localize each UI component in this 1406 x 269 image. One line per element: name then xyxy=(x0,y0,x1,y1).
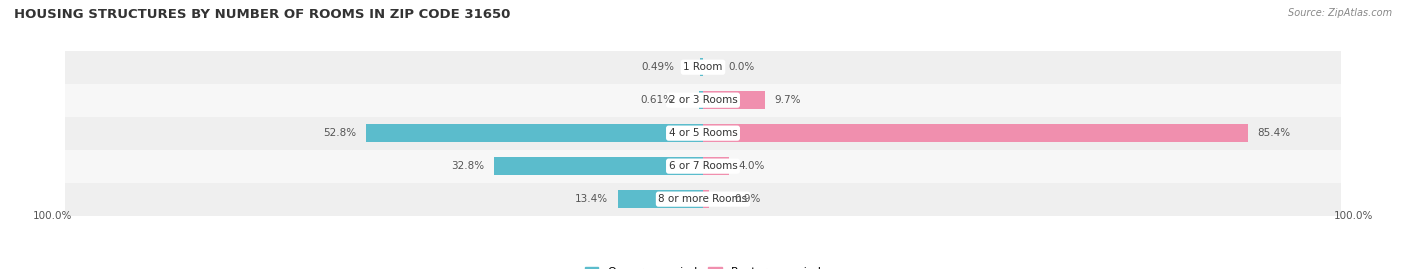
Text: 0.61%: 0.61% xyxy=(641,95,673,105)
Text: 8 or more Rooms: 8 or more Rooms xyxy=(658,194,748,204)
Text: 100.0%: 100.0% xyxy=(34,211,73,221)
Text: 0.49%: 0.49% xyxy=(641,62,675,72)
Text: 32.8%: 32.8% xyxy=(451,161,484,171)
Bar xyxy=(699,91,703,109)
Bar xyxy=(494,157,703,175)
Text: Source: ZipAtlas.com: Source: ZipAtlas.com xyxy=(1288,8,1392,18)
Text: 85.4%: 85.4% xyxy=(1257,128,1291,138)
Text: 4 or 5 Rooms: 4 or 5 Rooms xyxy=(669,128,737,138)
Text: 100.0%: 100.0% xyxy=(1333,211,1372,221)
Text: 4.0%: 4.0% xyxy=(738,161,765,171)
Text: 52.8%: 52.8% xyxy=(323,128,357,138)
Text: 6 or 7 Rooms: 6 or 7 Rooms xyxy=(669,161,737,171)
Bar xyxy=(703,91,765,109)
Bar xyxy=(65,183,1341,216)
Legend: Owner-occupied, Renter-occupied: Owner-occupied, Renter-occupied xyxy=(581,263,825,269)
Bar xyxy=(617,190,703,208)
Bar xyxy=(65,51,1341,84)
Text: 0.0%: 0.0% xyxy=(728,62,755,72)
Bar xyxy=(700,58,703,76)
Text: 9.7%: 9.7% xyxy=(775,95,801,105)
Bar xyxy=(366,124,703,142)
Bar xyxy=(65,150,1341,183)
Text: 0.9%: 0.9% xyxy=(734,194,761,204)
Bar xyxy=(65,84,1341,117)
Text: 2 or 3 Rooms: 2 or 3 Rooms xyxy=(669,95,737,105)
Text: 1 Room: 1 Room xyxy=(683,62,723,72)
Text: HOUSING STRUCTURES BY NUMBER OF ROOMS IN ZIP CODE 31650: HOUSING STRUCTURES BY NUMBER OF ROOMS IN… xyxy=(14,8,510,21)
Text: 13.4%: 13.4% xyxy=(575,194,607,204)
Bar xyxy=(703,124,1247,142)
Bar xyxy=(703,157,728,175)
Bar xyxy=(703,190,709,208)
Bar xyxy=(65,117,1341,150)
